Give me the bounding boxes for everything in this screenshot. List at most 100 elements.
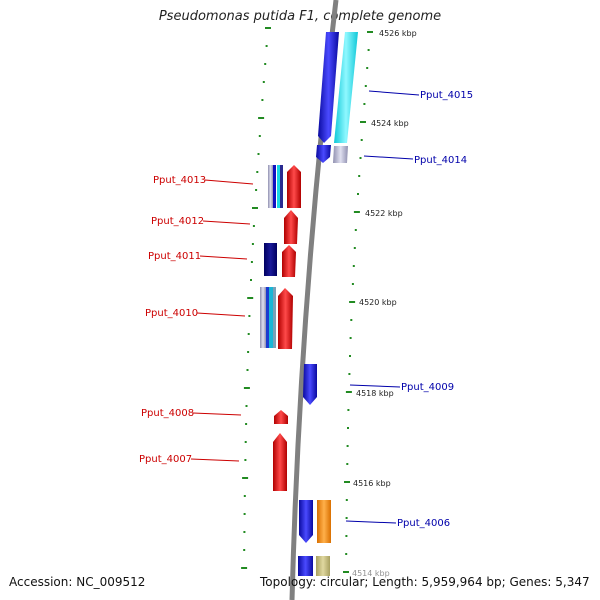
feature-stripe-navy xyxy=(273,165,276,208)
kbp-label: 4524 kbp xyxy=(371,119,409,128)
tick-dot xyxy=(357,193,359,195)
gene-arrow-pput-4007 xyxy=(273,433,287,491)
leader-line xyxy=(192,412,242,416)
feature-stripe-blue-4010 xyxy=(266,287,269,348)
tick-dot xyxy=(351,283,354,285)
leader-line xyxy=(204,179,254,185)
tick-dot xyxy=(251,243,254,245)
tick-dot xyxy=(265,45,268,47)
inner-tick-dots xyxy=(343,31,373,573)
leader-line xyxy=(345,520,397,524)
tick-dot xyxy=(264,63,267,65)
tick-dot xyxy=(353,211,360,213)
tick-dot xyxy=(255,189,258,191)
tick-dot xyxy=(244,441,247,443)
tick-dot xyxy=(346,463,349,465)
gene-arrow-pput-4006-orange xyxy=(317,500,331,543)
tick-dot xyxy=(250,279,252,281)
tick-dot xyxy=(343,571,349,573)
tick-dot xyxy=(347,427,349,429)
gene-label-pput-4009[interactable]: Pput_4009 xyxy=(401,382,454,393)
kbp-label: 4516 kbp xyxy=(353,479,391,488)
tick-dot xyxy=(366,67,369,69)
gene-arrow-pput-4009 xyxy=(303,364,317,405)
tick-dot xyxy=(258,117,265,119)
gene-block-lower-blue xyxy=(298,556,313,576)
tick-dot xyxy=(245,405,248,407)
tick-dot xyxy=(252,225,255,227)
feature-stripe-cyan xyxy=(277,165,280,208)
tick-dot xyxy=(345,553,348,555)
tick-dot xyxy=(247,297,254,299)
tick-dot xyxy=(349,355,351,357)
tick-dot xyxy=(256,171,259,173)
leader-line xyxy=(363,155,414,160)
tick-dot xyxy=(344,481,350,483)
gene-label-pput-4013[interactable]: Pput_4013 xyxy=(153,175,206,186)
gene-block-lower-khaki xyxy=(316,556,330,576)
leader-line xyxy=(349,384,401,388)
tick-dot xyxy=(354,229,357,231)
tick-dot xyxy=(243,513,246,515)
leader-line xyxy=(190,458,240,462)
forward-strand-features xyxy=(298,32,358,576)
gene-label-pput-4007[interactable]: Pput_4007 xyxy=(139,454,192,465)
tick-dot xyxy=(364,85,367,87)
kbp-label: 4522 kbp xyxy=(365,209,403,218)
tick-dot xyxy=(257,153,260,155)
tick-dot xyxy=(243,549,246,551)
gene-block-navy-4011 xyxy=(264,243,277,276)
map-title: Pseudomonas putida F1, complete genome xyxy=(158,9,442,24)
tick-dot xyxy=(345,517,348,519)
tick-dot xyxy=(243,495,246,497)
feature-stripes-4010 xyxy=(260,287,266,348)
gene-arrow-pput-4011 xyxy=(282,245,296,277)
gene-arrow-pput-4015 xyxy=(318,32,339,143)
gene-label-pput-4010[interactable]: Pput_4010 xyxy=(145,308,198,319)
tick-dot xyxy=(360,139,363,141)
tick-dot xyxy=(248,315,251,317)
tick-dot xyxy=(367,49,370,51)
reverse-strand-features xyxy=(260,165,301,491)
kbp-label: 4520 kbp xyxy=(359,298,397,307)
tick-dot xyxy=(245,423,248,425)
topology-text: Topology: circular; Length: 5,959,964 bp… xyxy=(260,575,590,589)
gene-label-pput-4015[interactable]: Pput_4015 xyxy=(420,90,473,101)
kbp-label: 4514 kbp xyxy=(352,569,390,578)
tick-dot xyxy=(363,103,366,105)
gene-arrow-pput-4014 xyxy=(316,145,331,163)
gene-label-pput-4006[interactable]: Pput_4006 xyxy=(397,518,450,529)
leader-line xyxy=(202,220,251,225)
tick-dot xyxy=(241,567,248,569)
tick-dot xyxy=(244,459,247,461)
tick-dot xyxy=(246,369,249,371)
kbp-label: 4526 kbp xyxy=(379,29,417,38)
gene-arrow-pput-4015-cyan xyxy=(334,32,358,143)
tick-dot xyxy=(345,499,348,501)
tick-dot xyxy=(352,265,355,267)
gene-label-pput-4008[interactable]: Pput_4008 xyxy=(141,408,194,419)
leader-line xyxy=(199,255,248,260)
gene-arrow-pput-4006 xyxy=(299,500,313,543)
tick-dot xyxy=(346,445,349,447)
tick-dot xyxy=(348,373,351,375)
tick-dot xyxy=(358,175,361,177)
gene-label-pput-4014[interactable]: Pput_4014 xyxy=(414,155,467,166)
tick-dot xyxy=(349,301,356,303)
gene-arrow-pput-4014-grey xyxy=(333,146,348,163)
gene-label-pput-4011[interactable]: Pput_4011 xyxy=(148,251,201,262)
gene-label-pput-4012[interactable]: Pput_4012 xyxy=(151,216,204,227)
leader-line xyxy=(368,90,420,96)
tick-dot xyxy=(258,135,261,137)
gene-arrow-pput-4008 xyxy=(274,410,288,424)
kbp-label: 4518 kbp xyxy=(356,389,394,398)
tick-dot xyxy=(247,351,250,353)
leader-line xyxy=(196,312,246,317)
outer-tick-dots xyxy=(241,27,271,569)
feature-stripes-4013 xyxy=(268,165,273,208)
tick-dot xyxy=(353,247,356,249)
tick-dot xyxy=(262,81,265,83)
tick-dot xyxy=(359,157,362,159)
tick-dot xyxy=(243,531,246,533)
